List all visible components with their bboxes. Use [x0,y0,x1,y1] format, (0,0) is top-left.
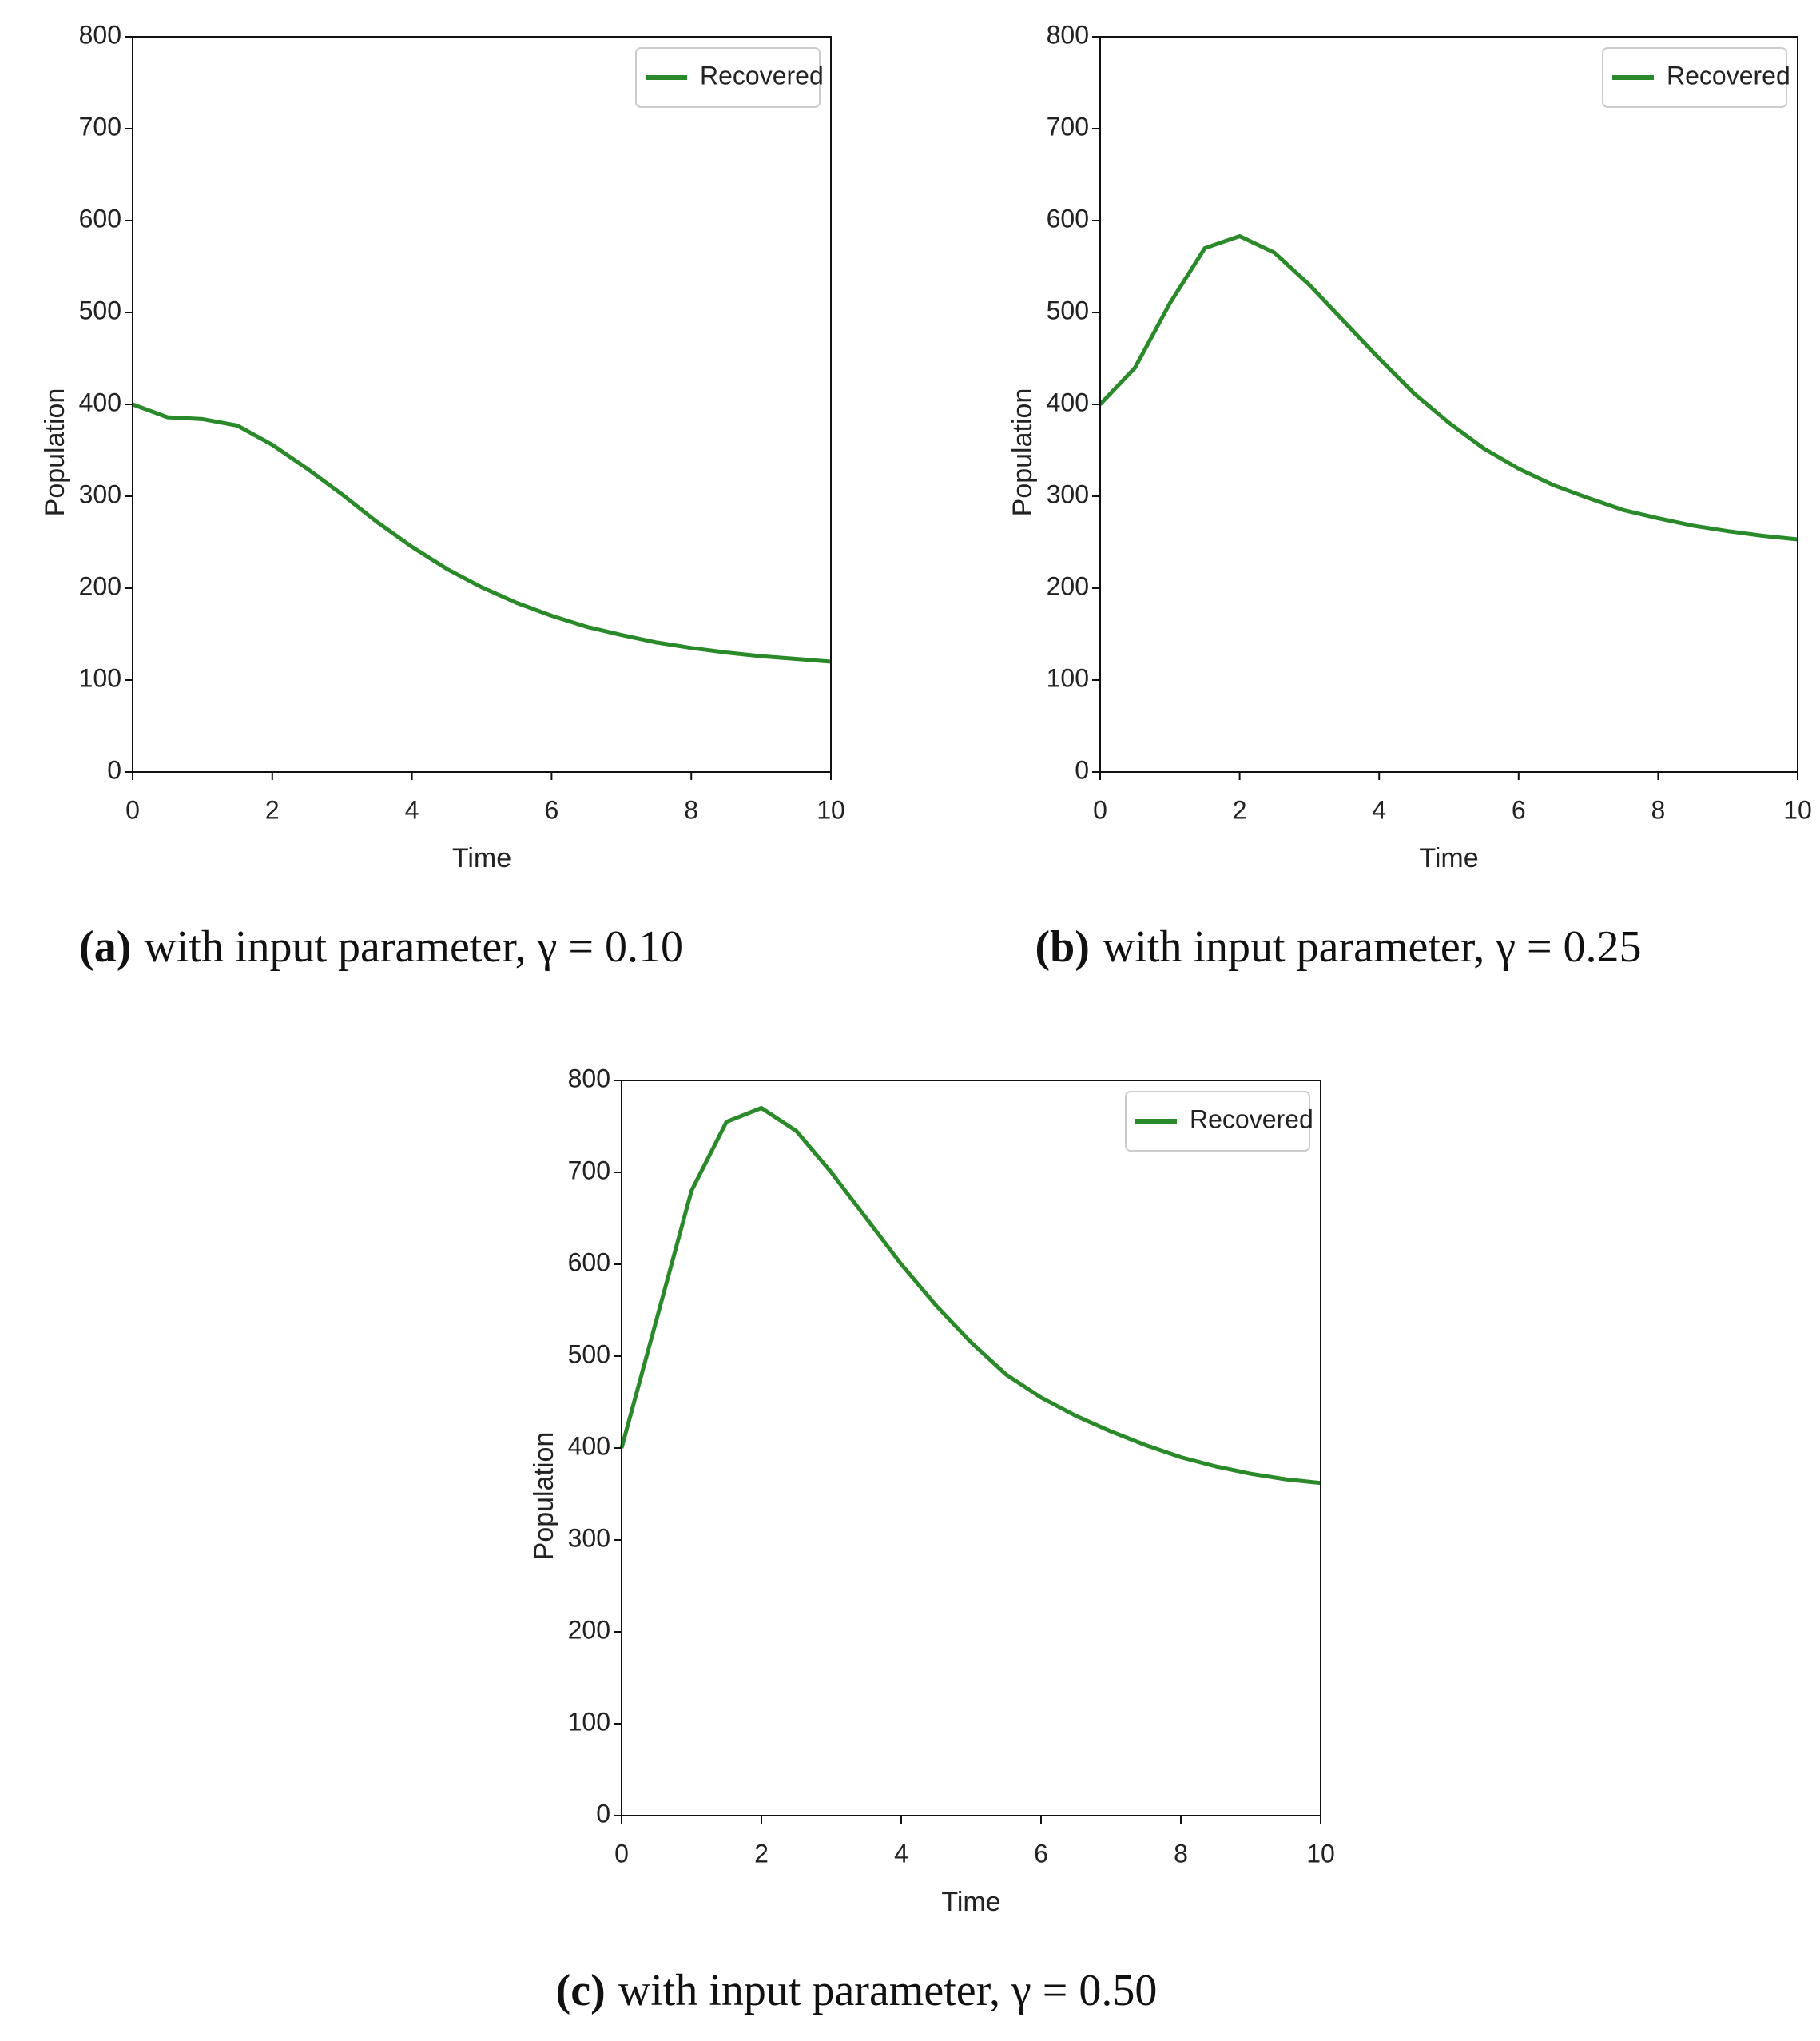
caption-text: with input parameter, γ = 0.50 [618,1966,1158,2015]
x-axis-label: Time [1419,843,1478,873]
y-tick-label: 300 [79,479,121,508]
data-line [1099,234,1798,542]
legend-box [1602,47,1787,108]
y-tick-label: 400 [79,388,121,416]
chart: 0 100 200 300 400 500 600 700 800 0 2 4 6 8 10 Time Popu… [529,1064,1335,2015]
y-tick-label: 600 [79,204,121,233]
y-tick-label: 700 [568,1156,610,1184]
x-tick-label: 4 [894,1839,908,1868]
y-tick-label: 700 [79,112,121,141]
y-tick-label: 800 [568,1064,610,1092]
y-axis-label: Population [529,1432,559,1561]
y-tick-label: 500 [79,296,121,324]
x-tick-label: 6 [545,795,559,824]
x-tick-label: 10 [817,795,845,824]
x-tick-label: 0 [614,1839,629,1868]
legend-label: Recovered [1667,61,1790,90]
x-tick-label: 8 [1174,1839,1188,1868]
y-tick-label: 800 [1047,20,1089,49]
x-tick-label: 6 [1034,1839,1048,1868]
y-tick-label: 700 [1047,112,1089,141]
y-tick-label: 200 [1047,571,1089,600]
data-line [619,1106,1321,1486]
caption-text: with input parameter, γ = 0.10 [144,922,683,972]
y-tick-label: 400 [1047,388,1089,416]
y-tick-label: 100 [1047,663,1089,692]
plot-frame [621,1080,1321,1816]
y-tick-label: 600 [1047,204,1089,233]
y-tick-label: 800 [79,20,121,49]
x-axis-label: Time [452,843,511,873]
data-line [132,402,832,664]
y-tick-label: 200 [79,571,121,600]
x-tick-label: 8 [1651,795,1666,824]
x-tick-label: 2 [1233,795,1247,824]
y-tick-label: 300 [1047,479,1089,508]
x-tick-label: 8 [684,795,698,824]
y-tick-label: 400 [568,1431,610,1460]
y-axis-label: Population [1007,388,1038,517]
caption: (a) with input parameter, γ = 0.10 [79,922,683,972]
caption-label: (a) [79,922,131,972]
y-tick-label: 500 [568,1339,610,1368]
x-tick-label: 0 [125,795,140,824]
x-tick-label: 2 [754,1839,769,1868]
x-tick-label: 4 [405,795,419,824]
legend-label: Recovered [1190,1104,1313,1133]
y-tick-label: 0 [596,1799,610,1828]
y-tick-label: 600 [568,1247,610,1276]
caption-label: (b) [1035,922,1089,972]
legend-box [635,47,821,108]
y-tick-label: 100 [79,663,121,692]
y-tick-label: 500 [1047,296,1089,324]
legend-box [1125,1091,1310,1152]
legend-label: Recovered [700,61,824,90]
plot-frame [132,36,832,773]
x-tick-label: 4 [1372,795,1386,824]
y-tick-label: 100 [568,1707,610,1736]
x-tick-label: 10 [1783,795,1812,824]
y-tick-label: 200 [568,1615,610,1644]
x-axis-label: Time [941,1887,1000,1917]
x-tick-label: 10 [1306,1839,1335,1868]
y-tick-label: 0 [107,755,121,784]
caption: (c) with input parameter, γ = 0.50 [556,1966,1158,2015]
y-tick-label: 300 [568,1523,610,1552]
x-tick-label: 2 [265,795,280,824]
x-tick-label: 0 [1093,795,1107,824]
x-tick-label: 6 [1512,795,1526,824]
caption: (b) with input parameter, γ = 0.25 [1035,922,1641,972]
chart: 0 100 200 300 400 500 600 700 800 0 2 4 6 8 10 Time Popu… [40,20,845,971]
plot-frame [1099,36,1798,773]
caption-text: with input parameter, γ = 0.25 [1103,922,1642,972]
caption-label: (c) [556,1966,606,2015]
chart: 0 100 200 300 400 500 600 700 800 0 2 4 6 8 10 Time Popu… [1007,20,1812,971]
y-axis-label: Population [40,388,70,517]
y-tick-label: 0 [1075,755,1089,784]
